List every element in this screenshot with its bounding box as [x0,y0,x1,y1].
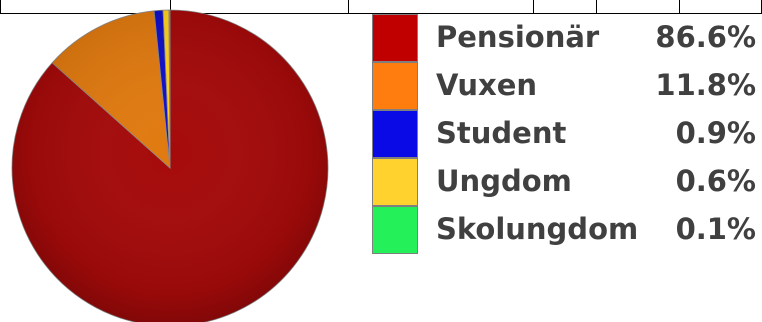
legend-label-pensionar: Pensionär [436,20,600,54]
legend-label-skolungdom: Skolungdom [436,212,639,246]
table-top-border [0,0,762,14]
legend-value-pensionar: 86.6% [655,20,756,54]
legend-label-vuxen: Vuxen [436,68,538,102]
legend-swatch-ungdom [372,158,418,206]
legend-label-ungdom: Ungdom [436,164,572,198]
table-border-tick [0,0,1,14]
table-border-tick [533,0,534,14]
legend-value-skolungdom: 0.1% [675,212,756,246]
legend-value-ungdom: 0.6% [675,164,756,198]
legend-item-pensionar: Pensionär 86.6% [372,14,760,62]
pie-chart [11,9,329,322]
pie-slices [11,9,329,322]
table-border-tick [596,0,597,14]
legend: Pensionär 86.6% Vuxen 11.8% Student 0.9%… [372,14,760,256]
legend-item-student: Student 0.9% [372,110,760,158]
legend-label-student: Student [436,116,567,150]
legend-item-vuxen: Vuxen 11.8% [372,62,760,110]
table-border-tick [348,0,349,14]
table-border-tick [170,0,171,14]
legend-swatch-skolungdom [372,206,418,254]
table-border-tick [679,0,680,14]
legend-swatch-pensionar [372,14,418,62]
legend-swatch-student [372,110,418,158]
legend-item-skolungdom: Skolungdom 0.1% [372,206,760,254]
legend-item-ungdom: Ungdom 0.6% [372,158,760,206]
legend-value-vuxen: 11.8% [655,68,756,102]
legend-value-student: 0.9% [675,116,756,150]
legend-swatch-vuxen [372,62,418,110]
